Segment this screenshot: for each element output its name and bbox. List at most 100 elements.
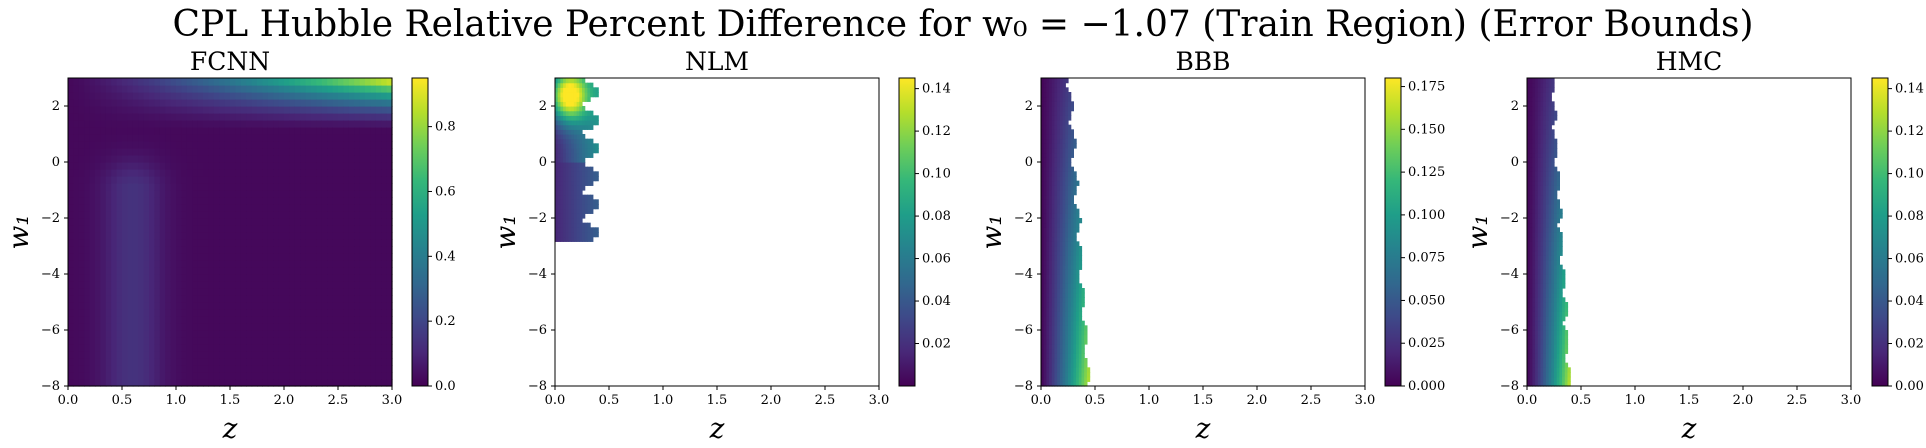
heatmap-cell <box>1062 236 1066 242</box>
heatmap-cell <box>327 155 334 163</box>
heatmap-cell <box>560 185 564 191</box>
heatmap-cell <box>278 85 285 93</box>
heatmap-cell <box>1554 264 1558 270</box>
heatmap-cell <box>571 208 575 214</box>
heatmap-cell <box>213 120 220 128</box>
heatmap-cell <box>240 309 247 317</box>
heatmap-cell <box>1532 213 1536 219</box>
heatmap-cell <box>1537 367 1542 373</box>
heatmap-cell <box>95 134 101 142</box>
heatmap-cell <box>1054 87 1058 93</box>
heatmap-cell <box>359 148 366 156</box>
heatmap-cell <box>327 127 334 135</box>
heatmap-cell <box>1535 306 1539 312</box>
heatmap-cell <box>375 351 382 359</box>
heatmap-cell <box>289 302 296 310</box>
heatmap-cell <box>1529 255 1533 261</box>
heatmap-cell <box>571 106 575 112</box>
heatmap-cell <box>197 99 204 107</box>
heatmap-cell <box>1076 208 1080 214</box>
heatmap-cell <box>343 295 350 303</box>
heatmap-cell <box>273 106 280 114</box>
heatmap-cell <box>381 379 388 387</box>
heatmap-cell <box>138 274 145 282</box>
heatmap-cell <box>213 190 220 198</box>
heatmap-cell <box>89 316 96 324</box>
heatmap-cell <box>154 309 161 317</box>
heatmap-cell <box>579 92 583 98</box>
heatmap-cell <box>579 227 583 233</box>
heatmap-cell <box>192 309 199 317</box>
colorbar-tick-label: 0.06 <box>922 252 951 267</box>
heatmap-cell <box>262 323 269 331</box>
heatmap-cell <box>354 344 361 352</box>
heatmap-cell <box>116 141 123 149</box>
heatmap-cell <box>365 253 371 261</box>
heatmap-cell <box>273 99 280 107</box>
heatmap-cell <box>327 372 334 380</box>
heatmap-cell <box>1073 311 1077 317</box>
heatmap-cell <box>289 225 296 233</box>
heatmap-cell <box>89 302 96 310</box>
heatmap-cell <box>557 87 561 93</box>
heatmap-cell <box>365 337 371 345</box>
heatmap-cell <box>1046 199 1050 205</box>
heatmap-cell <box>267 302 274 310</box>
heatmap-cell <box>571 185 575 191</box>
heatmap-cell <box>568 143 572 149</box>
heatmap-cell <box>224 92 231 100</box>
heatmap-cell <box>359 274 366 282</box>
heatmap-cell <box>1051 274 1056 280</box>
heatmap-cell <box>89 204 96 212</box>
heatmap-cell <box>219 113 226 121</box>
heatmap-cell <box>105 309 112 317</box>
heatmap-cell <box>116 337 123 345</box>
heatmap-cell <box>284 267 290 275</box>
heatmap-cell <box>1543 152 1547 158</box>
heatmap-cell <box>284 99 290 107</box>
heatmap-cell <box>1059 82 1064 88</box>
heatmap-cell <box>181 309 188 317</box>
heatmap-cell <box>105 197 112 205</box>
heatmap-cell <box>1046 106 1050 112</box>
heatmap-cell <box>573 106 578 112</box>
heatmap-cell <box>273 358 280 366</box>
heatmap-cell <box>1051 306 1056 312</box>
heatmap-cell <box>197 365 204 373</box>
heatmap-cell <box>1527 87 1531 93</box>
heatmap-cell <box>186 141 193 149</box>
heatmap-cell <box>208 85 215 93</box>
heatmap-cell <box>105 281 112 289</box>
heatmap-cell <box>1062 320 1066 326</box>
heatmap-cell <box>68 120 74 128</box>
heatmap-cell <box>576 129 580 135</box>
heatmap-cell <box>1554 199 1558 205</box>
heatmap-cell <box>138 148 145 156</box>
heatmap-cell <box>116 302 123 310</box>
heatmap-cell <box>95 113 101 121</box>
x-tick-label: 1.0 <box>653 393 674 408</box>
heatmap-cell <box>89 169 96 177</box>
heatmap-cell <box>300 267 307 275</box>
heatmap-cell <box>257 134 263 142</box>
heatmap-cell <box>1049 292 1053 298</box>
heatmap-cell <box>300 78 307 86</box>
heatmap-cell <box>100 148 107 156</box>
heatmap-cell <box>338 190 344 198</box>
heatmap-cell <box>100 127 107 135</box>
heatmap-cell <box>213 358 220 366</box>
heatmap-cell <box>1073 176 1077 182</box>
heatmap-cell <box>1537 185 1542 191</box>
heatmap-cell <box>89 78 96 86</box>
heatmap-cell <box>592 199 597 205</box>
heatmap-cell <box>73 92 80 100</box>
heatmap-cell <box>1532 138 1536 144</box>
heatmap-cell <box>1051 334 1056 340</box>
heatmap-cell <box>95 316 101 324</box>
heatmap-cell <box>267 113 274 121</box>
heatmap-cell <box>386 274 393 282</box>
heatmap-cell <box>565 152 570 158</box>
heatmap-cell <box>1051 106 1056 112</box>
heatmap-cell <box>386 162 393 170</box>
